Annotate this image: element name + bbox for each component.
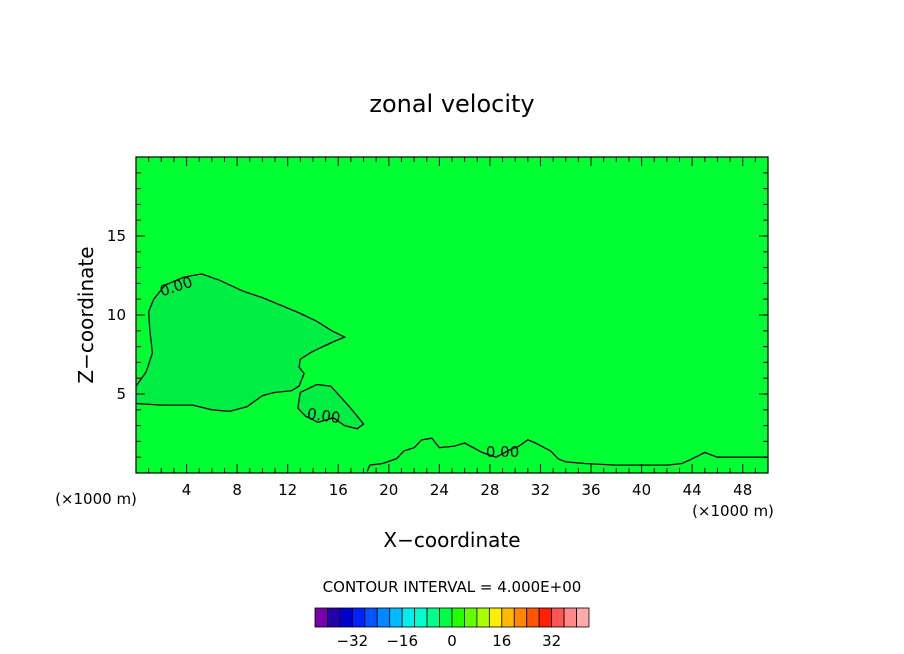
- colorbar-tick-label: 32: [542, 632, 561, 650]
- colorbar-swatch: [376, 607, 391, 628]
- x-axis-label: X−coordinate: [383, 528, 520, 552]
- colorbar-swatch: [327, 607, 341, 628]
- y-tick-label: 5: [116, 385, 126, 403]
- colorbar-swatch: [513, 607, 528, 628]
- colorbar-swatch: [501, 607, 515, 628]
- colorbar-swatch: [426, 607, 440, 628]
- x-tick-label: 8: [232, 481, 242, 499]
- colorbar-swatch: [488, 607, 503, 628]
- colorbar-swatch: [476, 607, 490, 628]
- colorbar-tick-label: 0: [447, 632, 457, 650]
- x-unit-right: (×1000 m): [692, 502, 774, 520]
- colorbar-swatch: [451, 607, 465, 628]
- colorbar-swatch: [314, 607, 328, 628]
- x-tick-label: 24: [430, 481, 449, 499]
- chart-title: zonal velocity: [369, 90, 534, 118]
- x-tick-label: 36: [581, 481, 600, 499]
- colorbar-swatch: [576, 607, 590, 628]
- colorbar-tick-label: 16: [492, 632, 511, 650]
- colorbar-swatch: [401, 607, 416, 628]
- y-axis-ticks: 5 10 15: [107, 172, 768, 458]
- x-tick-label: 32: [531, 481, 550, 499]
- colorbar-tick-label: −16: [386, 632, 418, 650]
- x-tick-label: 20: [379, 481, 398, 499]
- x-axis-ticks: 4 8 12 16 20 24 28 32 36 40 44 48: [148, 157, 756, 499]
- y-tick-label: 15: [107, 227, 126, 245]
- colorbar-swatch: [351, 607, 366, 628]
- x-tick-label: 28: [480, 481, 499, 499]
- colorbar-tick-labels: −32 −16 0 16 32: [337, 632, 562, 650]
- x-tick-label: 40: [632, 481, 651, 499]
- colorbar-swatch: [551, 607, 565, 628]
- contour-region-2: [297, 384, 364, 429]
- contour-label-2: 0.00: [306, 405, 342, 427]
- colorbar-swatch: [414, 607, 428, 628]
- y-tick-label: 10: [107, 306, 126, 324]
- contour-line-2: [297, 383, 365, 430]
- colorbar: [314, 607, 590, 628]
- x-tick-label: 16: [329, 481, 348, 499]
- x-unit-left: (×1000 m): [55, 490, 137, 508]
- colorbar-swatch: [526, 607, 540, 628]
- colorbar-swatch: [339, 607, 353, 628]
- contour-lines: 0.000.000.00: [135, 273, 768, 472]
- colorbar-tick-label: −32: [337, 632, 369, 650]
- colorbar-swatch: [464, 607, 478, 628]
- x-tick-label: 48: [733, 481, 752, 499]
- colorbar-swatch: [538, 607, 553, 628]
- contour-line-1: [135, 273, 347, 413]
- colorbar-swatch: [439, 607, 453, 628]
- colorbar-swatch: [563, 607, 577, 628]
- y-axis-label: Z−coordinate: [74, 246, 98, 383]
- x-tick-label: 44: [683, 481, 702, 499]
- contour-region-1: [136, 273, 345, 412]
- contour-label-3: 0.00: [486, 443, 519, 461]
- colorbar-swatch: [389, 607, 403, 628]
- colorbar-swatch: [364, 607, 378, 628]
- x-tick-label: 4: [182, 481, 192, 499]
- contour-interval-label: CONTOUR INTERVAL = 4.000E+00: [323, 578, 582, 596]
- contour-line-3: [366, 437, 768, 472]
- x-tick-label: 12: [278, 481, 297, 499]
